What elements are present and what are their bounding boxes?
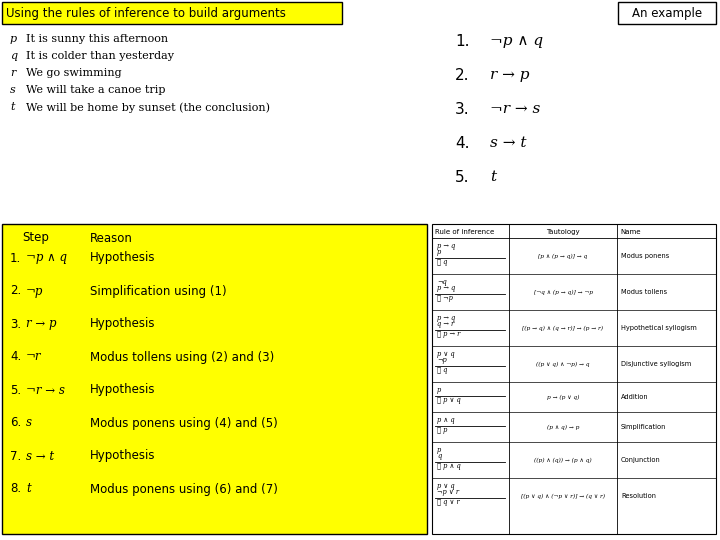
Text: 6.: 6. [10,416,22,429]
Text: [(p ∨ q) ∧ (¬p ∨ r)] → (q ∨ r): [(p ∨ q) ∧ (¬p ∨ r)] → (q ∨ r) [521,494,605,498]
Text: 1.: 1. [455,34,469,49]
Text: Using the rules of inference to build arguments: Using the rules of inference to build ar… [6,6,286,19]
Text: p → q: p → q [437,284,455,292]
Text: ¬r → s: ¬r → s [26,383,65,396]
Text: Modus ponens using (6) and (7): Modus ponens using (6) and (7) [90,483,278,496]
Text: s → t: s → t [490,136,526,150]
Text: Addition: Addition [621,394,649,400]
Text: p → q: p → q [437,314,455,322]
Text: ¬r: ¬r [26,350,42,363]
FancyBboxPatch shape [432,224,716,534]
Text: t: t [10,102,14,112]
Text: It is sunny this afternoon: It is sunny this afternoon [26,34,168,44]
Text: Reason: Reason [90,232,133,245]
Text: (p ∧ q) → p: (p ∧ q) → p [546,424,579,430]
Text: ¬p ∧ q: ¬p ∧ q [490,34,543,48]
Text: 3.: 3. [10,318,21,330]
Text: p: p [437,386,441,394]
Text: Modus tollens using (2) and (3): Modus tollens using (2) and (3) [90,350,274,363]
Text: p: p [437,248,441,256]
Text: r → p: r → p [490,68,529,82]
Text: ((p ∨ q) ∧ ¬p) → q: ((p ∨ q) ∧ ¬p) → q [536,361,590,367]
Text: 7.: 7. [10,449,22,462]
Text: Modus tollens: Modus tollens [621,289,667,295]
FancyBboxPatch shape [2,2,342,24]
Text: 5.: 5. [10,383,21,396]
Text: Resolution: Resolution [621,493,656,499]
Text: Modus ponens using (4) and (5): Modus ponens using (4) and (5) [90,416,278,429]
Text: ∴ ¬p: ∴ ¬p [437,294,453,302]
Text: 5.: 5. [455,170,469,185]
Text: Hypothesis: Hypothesis [90,449,156,462]
Text: ∴ p: ∴ p [437,426,447,434]
FancyBboxPatch shape [2,224,427,534]
Text: [¬q ∧ (p → q)] → ¬p: [¬q ∧ (p → q)] → ¬p [534,289,593,295]
Text: We will take a canoe trip: We will take a canoe trip [26,85,166,95]
Text: ∴ q: ∴ q [437,258,447,266]
Text: ¬p: ¬p [437,356,446,364]
Text: Simplification: Simplification [621,424,667,430]
Text: ¬p ∨ r: ¬p ∨ r [437,488,459,496]
Text: 4.: 4. [10,350,22,363]
Text: q: q [10,51,17,61]
Text: r → p: r → p [26,318,56,330]
Text: p ∧ q: p ∧ q [437,416,454,424]
Text: s: s [26,416,32,429]
Text: s: s [10,85,16,95]
Text: 4.: 4. [455,136,469,151]
Text: Hypothetical syllogism: Hypothetical syllogism [621,325,697,331]
Text: [p ∧ (p → q)] → q: [p ∧ (p → q)] → q [539,253,588,259]
Text: p → (p ∨ q): p → (p ∨ q) [546,394,579,400]
Text: Hypothesis: Hypothesis [90,252,156,265]
Text: Modus ponens: Modus ponens [621,253,670,259]
Text: ∴ p ∧ q: ∴ p ∧ q [437,462,461,470]
Text: [(p → q) ∧ (q → r)] → (p → r): [(p → q) ∧ (q → r)] → (p → r) [523,326,603,330]
Text: q → r: q → r [437,320,454,328]
Text: p: p [437,446,441,454]
Text: ¬r → s: ¬r → s [490,102,541,116]
Text: s → t: s → t [26,449,54,462]
Text: p → q: p → q [437,242,455,250]
Text: p ∨ q: p ∨ q [437,350,454,358]
Text: ¬p: ¬p [26,285,43,298]
Text: 3.: 3. [455,102,469,117]
FancyBboxPatch shape [618,2,716,24]
Text: We go swimming: We go swimming [26,68,122,78]
Text: p: p [10,34,17,44]
Text: t: t [490,170,496,184]
Text: ¬p ∧ q: ¬p ∧ q [26,252,67,265]
Text: Conjunction: Conjunction [621,457,661,463]
Text: Disjunctive syllogism: Disjunctive syllogism [621,361,691,367]
Text: Rule of inference: Rule of inference [435,229,494,235]
Text: ∴ q ∨ r: ∴ q ∨ r [437,498,459,506]
Text: An example: An example [632,6,702,19]
Text: ∴ p ∨ q: ∴ p ∨ q [437,396,461,404]
Text: Simplification using (1): Simplification using (1) [90,285,227,298]
Text: It is colder than yesterday: It is colder than yesterday [26,51,174,61]
Text: 2.: 2. [455,68,469,83]
Text: 2.: 2. [10,285,22,298]
Text: 8.: 8. [10,483,21,496]
Text: r: r [10,68,15,78]
Text: ¬q: ¬q [437,278,446,286]
Text: Hypothesis: Hypothesis [90,383,156,396]
Text: t: t [26,483,31,496]
Text: ((p) ∧ (q)) → (p ∧ q): ((p) ∧ (q)) → (p ∧ q) [534,457,592,463]
Text: We will be home by sunset (the conclusion): We will be home by sunset (the conclusio… [26,102,270,112]
Text: Name: Name [620,229,641,235]
Text: 1.: 1. [10,252,22,265]
Text: ∴ p → r: ∴ p → r [437,330,460,338]
Text: Step: Step [22,232,49,245]
Text: Tautology: Tautology [546,229,580,235]
Text: ∴ q: ∴ q [437,366,447,374]
Text: p ∨ q: p ∨ q [437,482,454,490]
Text: q: q [437,452,441,460]
Text: Hypothesis: Hypothesis [90,318,156,330]
